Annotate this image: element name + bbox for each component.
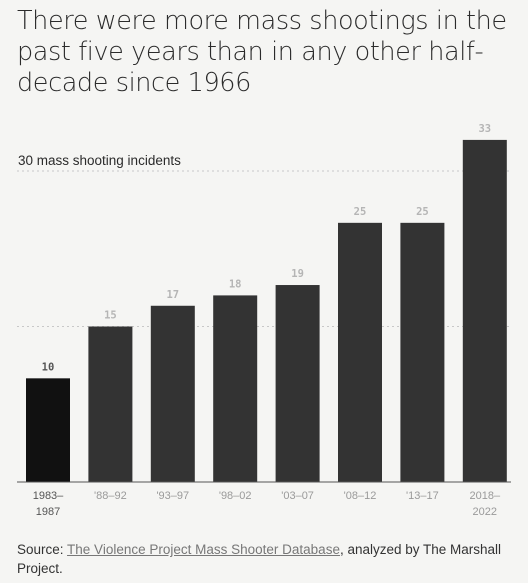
bar	[275, 285, 320, 482]
bar	[88, 326, 133, 482]
x-tick-label: 2018– 2022	[470, 490, 501, 518]
source-link[interactable]: The Violence Project Mass Shooter Databa…	[67, 542, 340, 557]
x-tick-label: '93–97	[156, 490, 189, 502]
chart-title: There were more mass shootings in the pa…	[17, 6, 507, 98]
bar	[338, 222, 382, 483]
source-prefix: Source:	[17, 542, 68, 557]
bar-value-label: 17	[166, 289, 179, 301]
bar	[462, 139, 507, 482]
bar-value-label: 18	[229, 278, 242, 290]
bar-value-label: 15	[104, 310, 117, 322]
bar-value-label: 19	[291, 268, 304, 280]
reference-line-label: 30 mass shooting incidents	[18, 153, 181, 168]
bar	[400, 222, 445, 483]
x-tick-label: '13–17	[406, 490, 439, 502]
bar	[26, 378, 70, 482]
x-tick-label: '08–12	[344, 490, 377, 502]
bar-value-label: 25	[354, 206, 367, 218]
bar-value-label: 33	[478, 123, 491, 135]
x-tick-label: '98–02	[219, 490, 252, 502]
bars: 10 15 17 18 19 25 25 33	[26, 123, 507, 483]
x-tick-label: 1983– 1987	[33, 490, 64, 518]
x-tick-label: '03–07	[281, 490, 314, 502]
bar-value-label: 10	[42, 361, 55, 373]
bar	[213, 295, 258, 482]
source-note: Source: The Violence Project Mass Shoote…	[17, 540, 517, 578]
x-tick-label: '88–92	[94, 490, 127, 502]
bar	[150, 305, 195, 482]
x-tick-labels: 1983– 1987 '88–92 '93–97 '98–02 '03–07 '08–12 '…	[33, 490, 501, 518]
bar-value-label: 25	[416, 206, 429, 218]
source-suffix: , analyzed by The Marshall Project.	[17, 542, 502, 576]
